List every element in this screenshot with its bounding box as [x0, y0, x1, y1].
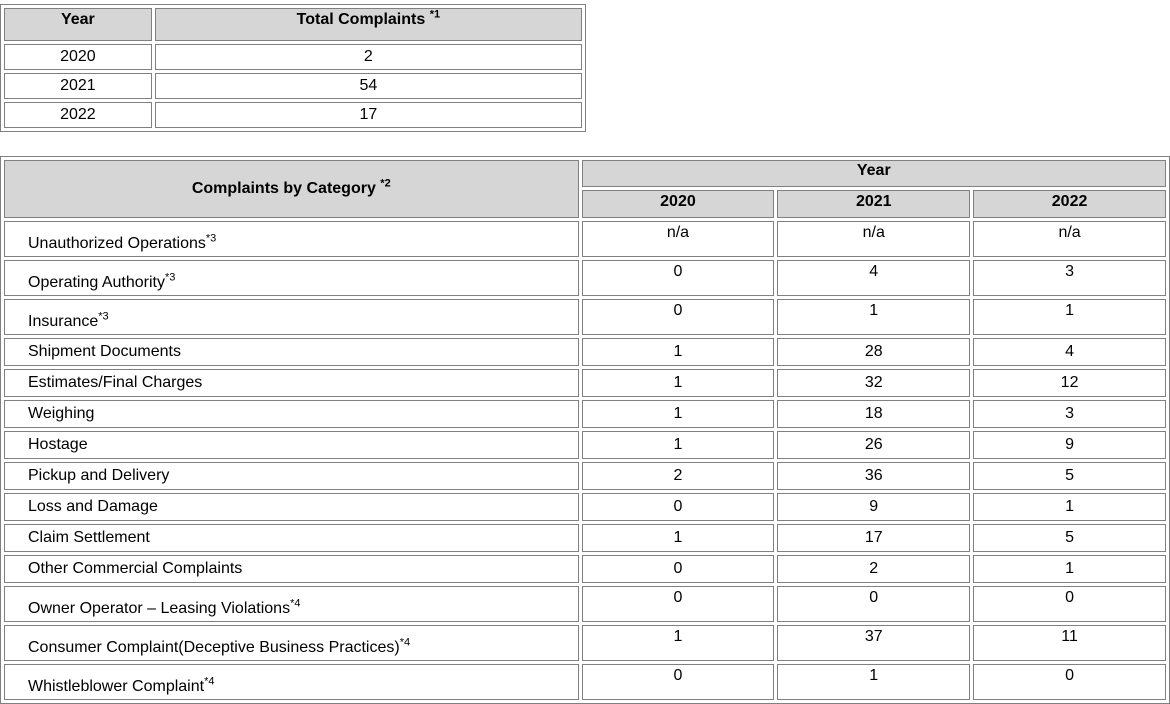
- value-cell-2021: 28: [777, 338, 971, 366]
- table-row: Claim Settlement 1 17 5: [4, 524, 1166, 552]
- footnote-marker: *3: [205, 232, 217, 245]
- year-cell: 2022: [4, 102, 152, 128]
- year-column-header: Year: [4, 8, 152, 41]
- year-group-header: Year: [581, 160, 1166, 187]
- value-cell-2022: 0: [973, 586, 1166, 622]
- table-row: Loss and Damage 0 9 1: [4, 493, 1166, 521]
- value-cell-2020: 0: [581, 493, 775, 521]
- table-row: Weighing 1 18 3: [4, 400, 1166, 428]
- value-cell-2021: 0: [777, 586, 971, 622]
- value-cell-2022: n/a: [973, 221, 1166, 257]
- value-cell-2021: 18: [777, 400, 971, 428]
- year-2021-header: 2021: [777, 190, 971, 218]
- table-row: Pickup and Delivery 2 36 5: [4, 462, 1166, 490]
- table-row: Whistleblower Complaint*4 0 1 0: [4, 664, 1166, 700]
- category-label: Insurance*3: [4, 299, 579, 335]
- year-cell: 2020: [4, 44, 152, 70]
- value-cell-2022: 5: [973, 524, 1166, 552]
- footnote-marker: *1: [429, 8, 441, 21]
- value-cell-2022: 1: [973, 555, 1166, 583]
- value-cell-2021: 1: [777, 299, 971, 335]
- value-cell-2020: 1: [581, 431, 775, 459]
- category-label: Whistleblower Complaint*4: [4, 664, 579, 700]
- complaints-by-category-table: Complaints by Category *2 Year 2020 2021…: [0, 156, 1170, 704]
- year-2022-header: 2022: [973, 190, 1166, 218]
- table-row: Hostage 1 26 9: [4, 431, 1166, 459]
- value-cell-2021: 2: [777, 555, 971, 583]
- table-row: Operating Authority*3 0 4 3: [4, 260, 1166, 296]
- table-row: Owner Operator – Leasing Violations*4 0 0 0: [4, 586, 1166, 622]
- category-label: Other Commercial Complaints: [4, 555, 579, 583]
- value-cell-2022: 9: [973, 431, 1166, 459]
- year-cell: 2021: [4, 73, 152, 99]
- value-cell-2020: 0: [581, 555, 775, 583]
- value-cell-2020: 0: [581, 260, 775, 296]
- table-row: Consumer Complaint(Deceptive Business Pr…: [4, 625, 1166, 661]
- table-row: 2021 54: [4, 73, 582, 99]
- footnote-marker: *4: [290, 597, 301, 610]
- category-label: Claim Settlement: [4, 524, 579, 552]
- category-rows: Unauthorized Operations*3 n/a n/a n/a Operat…: [4, 221, 1166, 700]
- category-label: Unauthorized Operations*3: [4, 221, 579, 257]
- category-label: Weighing: [4, 400, 579, 428]
- value-cell-2022: 4: [973, 338, 1166, 366]
- value-cell-2020: 0: [581, 664, 775, 700]
- table-row: 2022 17: [4, 102, 582, 128]
- category-label: Pickup and Delivery: [4, 462, 579, 490]
- value-cell-2022: 5: [973, 462, 1166, 490]
- category-label: Hostage: [4, 431, 579, 459]
- year-2020-header: 2020: [581, 190, 775, 218]
- table-row: Estimates/Final Charges 1 32 12: [4, 369, 1166, 397]
- value-cell-2020: 0: [581, 299, 775, 335]
- category-label: Operating Authority*3: [4, 260, 579, 296]
- table-row: Unauthorized Operations*3 n/a n/a n/a: [4, 221, 1166, 257]
- value-cell-2022: 11: [973, 625, 1166, 661]
- table-row: Other Commercial Complaints 0 2 1: [4, 555, 1166, 583]
- category-label: Owner Operator – Leasing Violations*4: [4, 586, 579, 622]
- value-cell-2021: 17: [777, 524, 971, 552]
- value-cell-2021: n/a: [777, 221, 971, 257]
- total-cell: 2: [154, 44, 582, 70]
- category-label: Loss and Damage: [4, 493, 579, 521]
- footnote-marker: *4: [399, 636, 411, 649]
- value-cell-2022: 3: [973, 260, 1166, 296]
- value-cell-2022: 1: [973, 493, 1166, 521]
- value-cell-2020: 1: [581, 625, 775, 661]
- value-cell-2020: n/a: [581, 221, 775, 257]
- value-cell-2020: 1: [581, 400, 775, 428]
- value-cell-2021: 1: [777, 664, 971, 700]
- table-row: Insurance*3 0 1 1: [4, 299, 1166, 335]
- value-cell-2022: 12: [973, 369, 1166, 397]
- value-cell-2021: 26: [777, 431, 971, 459]
- value-cell-2020: 1: [581, 524, 775, 552]
- table-row: 2020 2: [4, 44, 582, 70]
- value-cell-2021: 36: [777, 462, 971, 490]
- category-label: Estimates/Final Charges: [4, 369, 579, 397]
- value-cell-2022: 0: [973, 664, 1166, 700]
- value-cell-2021: 9: [777, 493, 971, 521]
- value-cell-2020: 1: [581, 369, 775, 397]
- category-column-header: Complaints by Category *2: [4, 160, 579, 218]
- total-cell: 17: [154, 102, 582, 128]
- footnote-marker: *3: [164, 271, 176, 284]
- value-cell-2022: 3: [973, 400, 1166, 428]
- category-label: Consumer Complaint(Deceptive Business Pr…: [4, 625, 579, 661]
- value-cell-2021: 32: [777, 369, 971, 397]
- value-cell-2020: 1: [581, 338, 775, 366]
- total-cell: 54: [154, 73, 582, 99]
- value-cell-2022: 1: [973, 299, 1166, 335]
- value-cell-2021: 37: [777, 625, 971, 661]
- footnote-marker: *3: [98, 310, 109, 323]
- footnote-marker: *2: [380, 177, 391, 190]
- table-row: Shipment Documents 1 28 4: [4, 338, 1166, 366]
- value-cell-2021: 4: [777, 260, 971, 296]
- footnote-marker: *4: [204, 675, 215, 688]
- total-complaints-column-header: Total Complaints *1: [154, 8, 582, 41]
- total-complaints-table: Year Total Complaints *1 2020 2 2021 54 …: [0, 4, 586, 132]
- value-cell-2020: 2: [581, 462, 775, 490]
- value-cell-2020: 0: [581, 586, 775, 622]
- category-label: Shipment Documents: [4, 338, 579, 366]
